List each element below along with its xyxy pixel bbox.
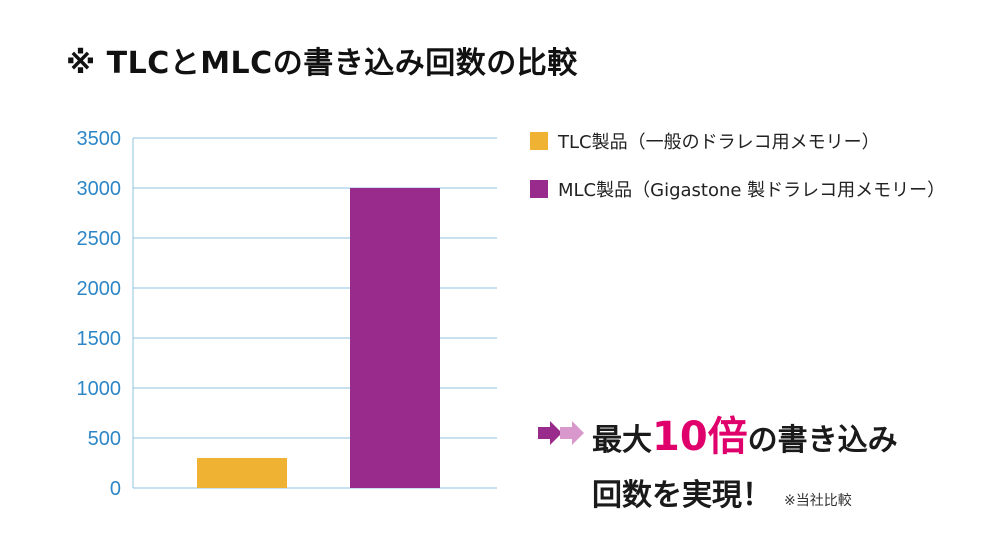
chart-legend: TLC製品（一般のドラレコ用メモリー） MLC製品（Gigastone 製ドラレ… <box>530 130 945 226</box>
legend-item-tlc: TLC製品（一般のドラレコ用メモリー） <box>530 130 945 153</box>
legend-label-tlc: TLC製品（一般のドラレコ用メモリー） <box>558 132 880 153</box>
double-arrow-icon <box>538 421 584 445</box>
y-tick-label: 2500 <box>77 228 122 250</box>
legend-item-mlc: MLC製品（Gigastone 製ドラレコ用メモリー） <box>530 178 946 201</box>
callout-highlight: 10倍 <box>652 414 748 460</box>
chart-grid <box>133 137 497 489</box>
callout-line-2: 回数を実現！ ※当社比較 <box>592 470 898 514</box>
y-tick-label: 1500 <box>77 328 122 350</box>
legend-swatch-mlc <box>530 180 548 198</box>
page-title: ※ TLCとMLCの書き込み回数の比較 <box>66 46 578 81</box>
callout-line2-text: 回数を実現！ <box>592 478 772 513</box>
bar-chart: 0 500 1000 1500 2000 2500 3000 3500 <box>77 128 497 500</box>
callout-line-1: 最大 10倍 の書き込み <box>538 404 898 462</box>
bar-mlc <box>350 188 440 488</box>
y-tick-label: 3500 <box>77 128 122 150</box>
callout: 最大 10倍 の書き込み 回数を実現！ ※当社比較 <box>538 404 898 514</box>
y-tick-label: 1000 <box>77 378 122 400</box>
y-axis-ticks: 0 500 1000 1500 2000 2500 3000 3500 <box>77 128 122 500</box>
callout-suffix: の書き込み <box>747 423 898 458</box>
y-tick-label: 500 <box>88 428 121 450</box>
chart-bars <box>197 188 440 488</box>
y-tick-label: 2000 <box>77 278 122 300</box>
y-tick-label: 3000 <box>77 178 122 200</box>
legend-swatch-tlc <box>530 132 548 150</box>
y-tick-label: 0 <box>110 478 121 500</box>
legend-label-mlc: MLC製品（Gigastone 製ドラレコ用メモリー） <box>558 180 946 201</box>
callout-prefix: 最大 <box>592 423 652 458</box>
callout-note: ※当社比較 <box>784 493 852 509</box>
bar-tlc <box>197 458 287 488</box>
